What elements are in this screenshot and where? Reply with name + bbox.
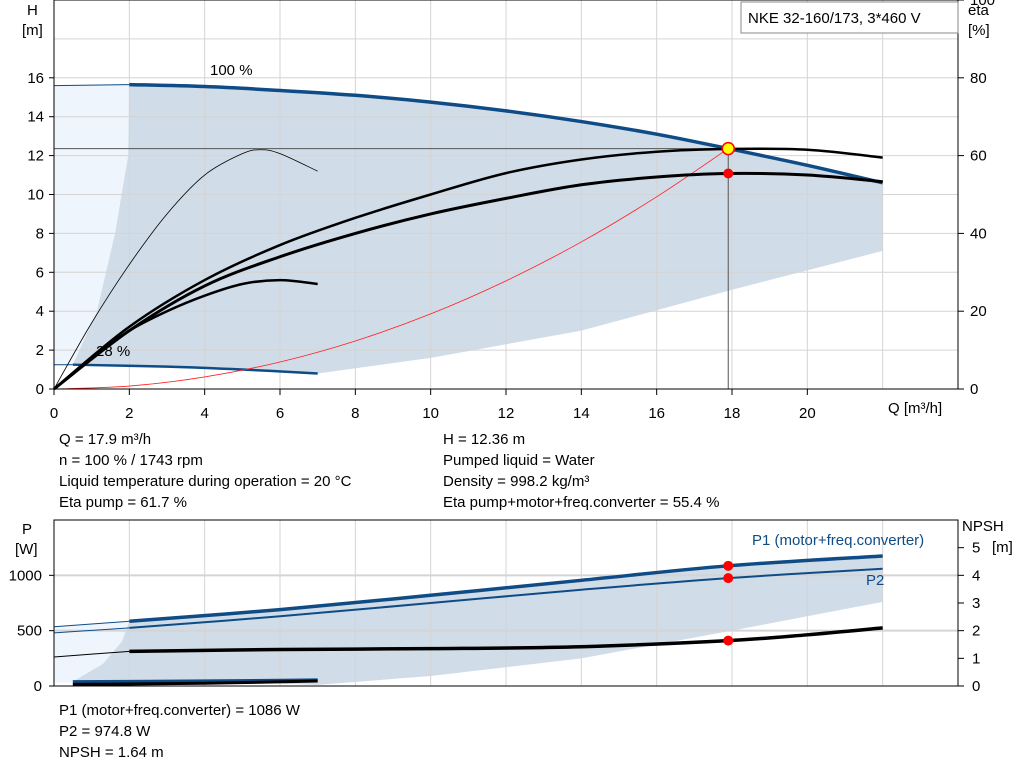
h-tick-label: 0 xyxy=(36,381,44,398)
eta-tick-label: 80 xyxy=(970,70,987,87)
q-axis-label: Q [m³/h] xyxy=(888,400,942,417)
npsh-tick-label: 1 xyxy=(972,650,980,667)
eta-tick-label: 20 xyxy=(970,303,987,320)
curve-eta-28- xyxy=(53,278,318,390)
operating-point xyxy=(721,141,735,156)
x-tick-label: 8 xyxy=(351,405,359,422)
curve-p1-extension xyxy=(53,620,130,628)
x-tick-label: 4 xyxy=(200,405,208,422)
p2-point xyxy=(723,573,734,584)
npsh-tick-label: 4 xyxy=(972,567,980,584)
h-tick-label: 6 xyxy=(36,264,44,281)
operating-range-min-flow-region xyxy=(54,84,130,365)
info-p1: P1 (motor+freq.converter) = 1086 W xyxy=(59,702,300,719)
h-tick-label: 10 xyxy=(27,187,44,204)
operating-range-region xyxy=(72,555,883,685)
eta-tick-label: 60 xyxy=(970,148,987,165)
x-tick-label: 2 xyxy=(125,405,133,422)
info-temperature: Liquid temperature during operation = 20… xyxy=(59,473,352,490)
curve-eta-thin xyxy=(53,149,318,390)
p-axis-unit: [W] xyxy=(15,541,38,558)
h-tick-label: 4 xyxy=(36,303,44,320)
h-axis-unit: [m] xyxy=(22,22,43,39)
p-tick-label: 1000 xyxy=(9,567,42,584)
curve-p1-motor-freq-converter- xyxy=(129,554,883,624)
info-density: Density = 998.2 kg/m³ xyxy=(443,473,590,490)
curve-npsh-28- xyxy=(72,679,318,686)
x-tick-label: 16 xyxy=(648,405,665,422)
npsh-tick-label: 2 xyxy=(972,623,980,640)
legend-p2: P2 xyxy=(866,572,884,589)
h-tick-label: 12 xyxy=(27,148,44,165)
npsh-tick-label: 0 xyxy=(972,678,980,695)
eta-axis-unit: [%] xyxy=(968,22,990,39)
info-top-left: Q = 17.9 m³/h n = 100 % / 1743 rpm Liqui… xyxy=(59,429,351,513)
x-tick-label: 18 xyxy=(724,405,741,422)
p-tick-label: 0 xyxy=(34,678,42,695)
p1-point xyxy=(723,560,734,571)
speed-label-100: 100 % xyxy=(210,62,253,79)
operating-range-region xyxy=(72,84,883,374)
p-tick-label: 500 xyxy=(17,623,42,640)
info-liquid: Pumped liquid = Water xyxy=(443,452,595,469)
curve-p2-extension xyxy=(53,627,130,634)
h-axis-label: H xyxy=(27,2,38,19)
x-tick-label: 10 xyxy=(422,405,439,422)
eta-tick-label: 100 xyxy=(970,0,995,9)
legend-p1: P1 (motor+freq.converter) xyxy=(752,532,924,549)
h-tick-label: 2 xyxy=(36,342,44,359)
npsh-axis-unit: [m] xyxy=(992,539,1013,556)
info-speed: n = 100 % / 1743 rpm xyxy=(59,452,203,469)
h-tick-label: 8 xyxy=(36,225,44,242)
p-axis-label: P xyxy=(22,521,32,538)
x-tick-label: 6 xyxy=(276,405,284,422)
operating-range-min-flow-region xyxy=(54,621,130,683)
info-npsh: NPSH = 1.64 m xyxy=(59,744,164,761)
eta-tick-label: 40 xyxy=(970,225,987,242)
eta-axis-label: eta xyxy=(968,2,990,19)
eta-tick-label: 0 xyxy=(970,381,978,398)
curve-h-100- xyxy=(129,82,884,185)
speed-label-28: 28 % xyxy=(96,343,130,360)
title-box xyxy=(740,1,959,34)
chart-title: NKE 32-160/173, 3*460 V xyxy=(748,10,921,27)
info-head: H = 12.36 m xyxy=(443,431,526,448)
x-tick-label: 14 xyxy=(573,405,590,422)
curve-npsh-extension xyxy=(53,650,130,658)
npsh-axis-label: NPSH xyxy=(962,518,1004,535)
info-eta-total: Eta pump+motor+freq.converter = 55.4 % xyxy=(443,494,720,511)
h-tick-label: 14 xyxy=(27,109,44,126)
npsh-point xyxy=(723,635,734,646)
curve-h-100-extension xyxy=(53,84,130,87)
x-tick-label: 12 xyxy=(498,405,515,422)
info-eta-pump: Eta pump = 61.7 % xyxy=(59,494,187,511)
x-tick-label: 20 xyxy=(799,405,816,422)
curve-npsh xyxy=(129,626,883,654)
info-bottom: P1 (motor+freq.converter) = 1086 W P2 = … xyxy=(59,700,300,763)
eta-total-point xyxy=(723,168,734,179)
h-tick-label: 16 xyxy=(27,70,44,87)
npsh-tick-label: 3 xyxy=(972,595,980,612)
info-p2: P2 = 974.8 W xyxy=(59,723,151,740)
curve-p2 xyxy=(129,567,883,629)
info-flow: Q = 17.9 m³/h xyxy=(59,431,152,448)
curve-h-28- xyxy=(72,363,318,375)
x-tick-label: 0 xyxy=(50,405,58,422)
info-top-right: H = 12.36 m Pumped liquid = Water Densit… xyxy=(443,429,719,513)
npsh-tick-label: 5 xyxy=(972,540,980,557)
curve-system-curve xyxy=(53,148,729,390)
